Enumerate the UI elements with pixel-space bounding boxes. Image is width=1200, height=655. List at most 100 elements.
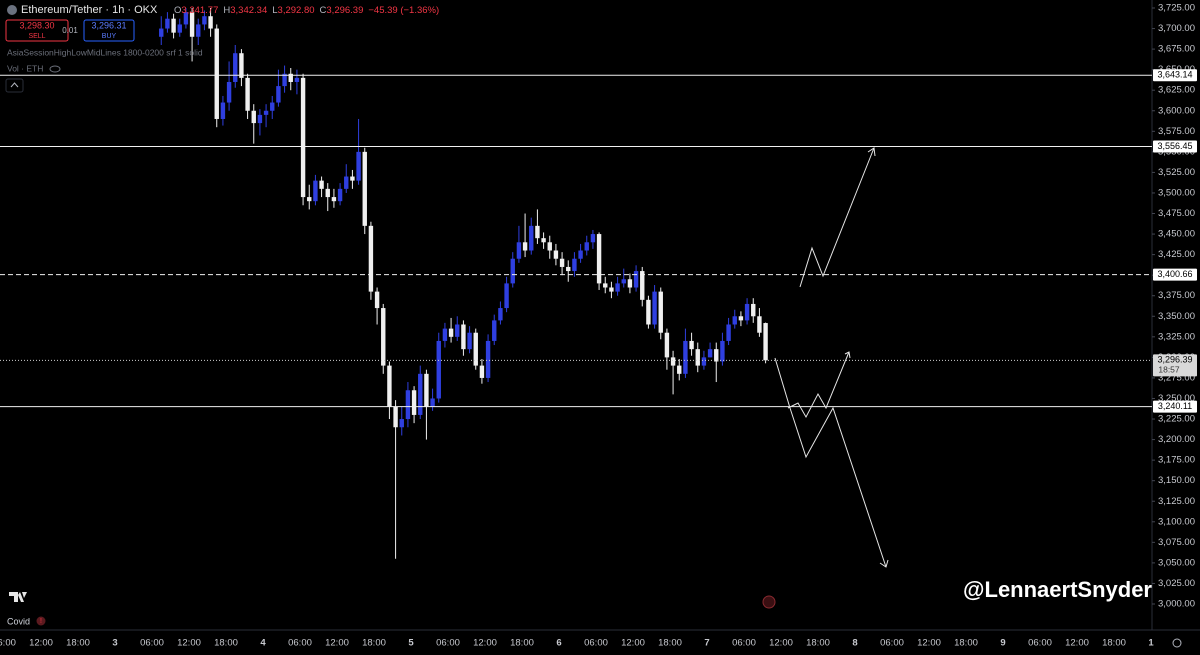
error-mark: ! bbox=[40, 618, 42, 625]
y-tick-label: 3,175.00 bbox=[1158, 455, 1195, 466]
covid-indicator[interactable]: Covid bbox=[7, 616, 30, 626]
candle-body bbox=[609, 287, 614, 292]
x-tick-label: 06:00 bbox=[584, 638, 608, 649]
x-tick-label: 06:00 bbox=[140, 638, 164, 649]
ohlc-value: 3,292.80 bbox=[278, 5, 315, 16]
candle-body bbox=[658, 291, 663, 333]
candle-body bbox=[640, 271, 645, 300]
candle-body bbox=[720, 340, 725, 362]
y-tick-label: 3,425.00 bbox=[1158, 249, 1195, 260]
candle-body bbox=[393, 406, 398, 428]
change: −45.39 (−1.36%) bbox=[368, 5, 439, 16]
candle-body bbox=[418, 373, 423, 415]
candle-body bbox=[535, 225, 540, 239]
candle-body bbox=[504, 283, 509, 309]
candle-body bbox=[677, 365, 682, 374]
volume-legend[interactable]: Vol · ETH bbox=[7, 63, 43, 73]
x-tick-label: 18:00 bbox=[362, 638, 386, 649]
candle-body bbox=[584, 242, 589, 251]
candle-body bbox=[208, 16, 213, 29]
countdown: 18:57 bbox=[1158, 365, 1180, 375]
y-tick-label: 3,250.00 bbox=[1158, 393, 1195, 404]
candle-body bbox=[726, 324, 731, 341]
candle-body bbox=[374, 291, 380, 309]
alert-icon[interactable] bbox=[762, 595, 776, 609]
y-tick-label: 3,275.00 bbox=[1158, 372, 1195, 383]
arrow-head bbox=[867, 147, 876, 157]
x-tick-label: 12:00 bbox=[29, 638, 53, 649]
candle-body bbox=[578, 250, 583, 259]
candle-body bbox=[177, 24, 182, 33]
eye-icon[interactable] bbox=[49, 65, 61, 73]
sell-button[interactable] bbox=[5, 19, 69, 42]
candle-body bbox=[257, 114, 263, 124]
candle-body bbox=[461, 324, 466, 350]
level-label: 3,643.14 bbox=[1157, 70, 1192, 80]
candle-body bbox=[615, 283, 620, 292]
collapse-button[interactable] bbox=[5, 78, 24, 93]
x-tick-label: 18:00 bbox=[658, 638, 682, 649]
y-tick-label: 3,475.00 bbox=[1158, 208, 1195, 219]
candle-body bbox=[627, 279, 633, 288]
candle-body bbox=[707, 349, 713, 358]
candle-body bbox=[171, 18, 176, 33]
x-tick-label: 06:00 bbox=[288, 638, 312, 649]
x-tick-label: 18:00 bbox=[806, 638, 830, 649]
spread: 0.01 bbox=[62, 26, 78, 35]
candle-body bbox=[362, 151, 367, 226]
candle-body bbox=[270, 102, 275, 111]
y-tick-label: 3,200.00 bbox=[1158, 434, 1195, 445]
x-tick-label: 9 bbox=[1000, 638, 1005, 649]
candle-body bbox=[239, 53, 244, 78]
indicator-legend[interactable]: AsiaSessionHighLowMidLines 1800-0200 srf… bbox=[7, 47, 203, 57]
scenario-arrow bbox=[774, 357, 887, 568]
x-tick-label: 18:00 bbox=[954, 638, 978, 649]
y-tick-label: 3,025.00 bbox=[1158, 578, 1195, 589]
level-label-box bbox=[1153, 400, 1197, 413]
candle-body bbox=[307, 197, 312, 202]
x-tick-label: 06:00 bbox=[0, 638, 16, 649]
level-label-box bbox=[1153, 140, 1197, 153]
y-tick-label: 3,225.00 bbox=[1158, 414, 1195, 425]
x-tick-label: 12:00 bbox=[177, 638, 201, 649]
candle-body bbox=[344, 176, 349, 189]
x-tick-label: 4 bbox=[260, 638, 266, 649]
settings-icon[interactable] bbox=[1172, 638, 1182, 648]
x-tick-label: 18:00 bbox=[1102, 638, 1126, 649]
candle-body bbox=[547, 242, 552, 251]
candle-body bbox=[751, 303, 756, 317]
x-tick-label: 12:00 bbox=[473, 638, 497, 649]
candle-body bbox=[381, 308, 386, 366]
error-icon[interactable] bbox=[36, 616, 46, 626]
candle-body bbox=[220, 102, 226, 119]
level-label: 3,556.45 bbox=[1157, 141, 1192, 151]
candle-body bbox=[196, 24, 201, 37]
candle-body bbox=[732, 316, 737, 325]
candle-body bbox=[541, 238, 546, 243]
candle-body bbox=[553, 250, 559, 259]
axes: 3,725.003,700.003,675.003,650.003,625.00… bbox=[0, 3, 1197, 649]
ohlc-values: O3,341.77 H3,342.34 L3,292.80 C3,296.39 −45.… bbox=[174, 5, 439, 16]
symbol-title[interactable]: Ethereum/Tether · 1h · OKX bbox=[21, 4, 158, 16]
y-tick-label: 3,625.00 bbox=[1158, 85, 1195, 96]
candle-body bbox=[442, 328, 448, 341]
y-tick-label: 3,725.00 bbox=[1158, 3, 1195, 14]
candle-body bbox=[510, 258, 515, 284]
candle-body bbox=[596, 234, 602, 284]
buy-price: 3,296.31 bbox=[91, 20, 126, 30]
candle-body bbox=[757, 316, 762, 333]
candle-body bbox=[479, 365, 485, 378]
x-tick-label: 06:00 bbox=[1028, 638, 1052, 649]
buy-button[interactable] bbox=[83, 19, 135, 42]
candle-body bbox=[621, 279, 626, 284]
candle-body bbox=[233, 53, 238, 82]
candle-body bbox=[159, 28, 164, 37]
candle-body bbox=[183, 12, 189, 25]
candle-body bbox=[337, 188, 343, 202]
candle-body bbox=[226, 81, 232, 103]
level-label-box bbox=[1153, 268, 1197, 281]
candle-body bbox=[603, 283, 608, 288]
ohlc-value: 3,341.77 bbox=[181, 5, 218, 16]
x-tick-label: 06:00 bbox=[732, 638, 756, 649]
